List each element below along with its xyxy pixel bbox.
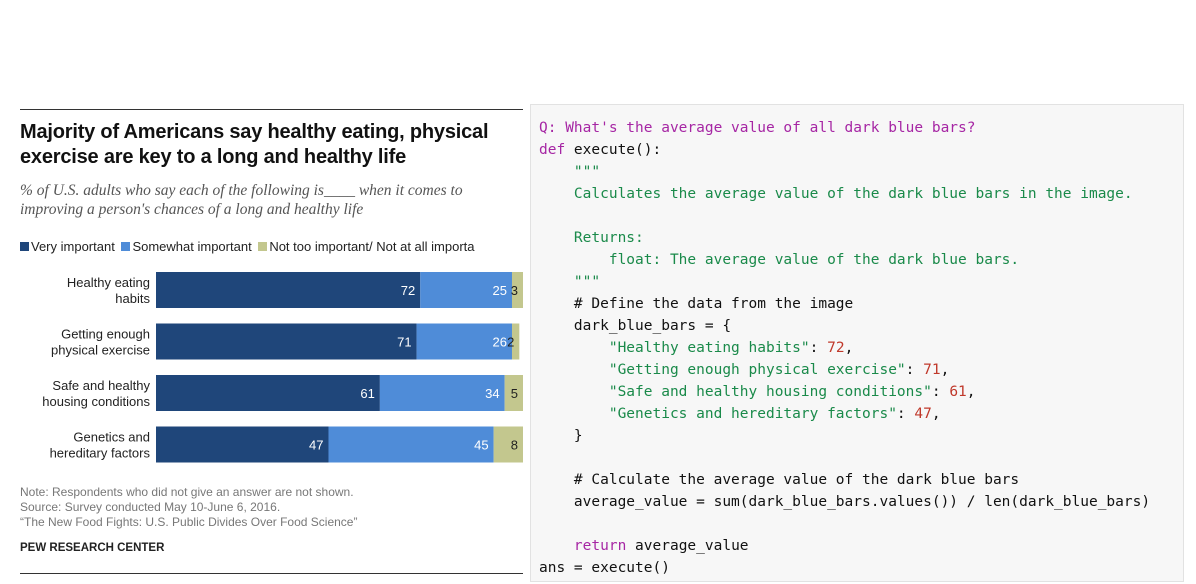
legend-label: Very important — [31, 239, 115, 254]
legend-item-not-important: Not too important/ Not at all importa — [258, 239, 475, 254]
note-line: Note: Respondents who did not give an an… — [20, 485, 354, 499]
chart-notes: Note: Respondents who did not give an an… — [20, 485, 525, 530]
legend-label: Not too important/ Not at all importa — [269, 239, 475, 254]
legend-swatch — [258, 242, 268, 251]
category-label: Safe and healthy housing conditions — [42, 378, 150, 409]
data-label: 3 — [511, 283, 518, 298]
data-label: 47 — [309, 438, 323, 453]
code-entry-sep: , — [931, 406, 941, 422]
bar-segment — [420, 272, 512, 308]
code-entry: "Getting enough physical exercise": 71, — [539, 362, 950, 378]
bar-segment — [416, 323, 512, 360]
bar-segment — [328, 426, 494, 463]
chart-panel: Majority of Americans say healthy eating… — [0, 0, 530, 584]
data-label: 25 — [493, 283, 507, 298]
bottom-rule — [20, 573, 523, 574]
legend-swatch — [20, 242, 29, 251]
data-label: 26 — [493, 335, 507, 350]
code-entry-sep: , — [966, 384, 976, 400]
data-label: 61 — [360, 386, 374, 401]
data-label: 8 — [511, 438, 518, 453]
code-block: Q: What's the average value of all dark … — [539, 117, 1150, 579]
top-rule — [20, 109, 523, 110]
source-line: Source: Survey conducted May 10-June 6, … — [20, 500, 281, 514]
code-def-signature: execute(): — [565, 142, 662, 158]
chart-title: Majority of Americans say healthy eating… — [20, 121, 489, 168]
code-doc-returns-desc: float: The average value of the dark blu… — [539, 252, 1020, 268]
code-entry-value: 71 — [923, 362, 941, 378]
code-question: Q: What's the average value of all dark … — [539, 120, 976, 136]
data-label: 2 — [507, 335, 514, 350]
code-entry-key: "Healthy eating habits" — [539, 340, 810, 356]
code-entry-key: "Getting enough physical exercise" — [539, 362, 906, 378]
data-label: 45 — [474, 438, 488, 453]
legend-item-very-important: Very important — [20, 239, 115, 254]
code-return-value: average_value — [626, 538, 749, 554]
code-entry-value: 72 — [827, 340, 845, 356]
report-line: “The New Food Fights: U.S. Public Divide… — [20, 515, 358, 529]
chart-legend: Very important Somewhat important Not to… — [20, 239, 525, 257]
bar-segment — [504, 375, 523, 411]
code-ans-line: ans = execute() — [539, 560, 670, 576]
data-label: 72 — [401, 283, 415, 298]
code-return-keyword: return — [539, 538, 627, 554]
code-entry-value: 61 — [949, 384, 967, 400]
code-entry-key: "Safe and healthy housing conditions" — [539, 384, 932, 400]
legend-swatch — [121, 242, 131, 251]
bar-segment — [379, 375, 505, 411]
code-comment: # Calculate the average value of the dar… — [539, 472, 1020, 488]
category-label: Healthy eating habits — [67, 275, 151, 306]
code-entry-key: "Genetics and hereditary factors" — [539, 406, 897, 422]
legend-label: Somewhat important — [132, 239, 252, 254]
data-label: 71 — [397, 335, 411, 350]
category-label: Getting enough physical exercise — [51, 327, 150, 358]
code-doc-returns: Returns: — [539, 230, 644, 246]
bar-segment — [156, 426, 329, 463]
bar-segment — [156, 272, 421, 308]
code-entry-value: 47 — [914, 406, 932, 422]
legend-item-somewhat-important: Somewhat important — [121, 239, 252, 254]
code-entry-sep: , — [844, 340, 854, 356]
code-entry: "Healthy eating habits": 72, — [539, 340, 854, 356]
code-entry: "Safe and healthy housing conditions": 6… — [539, 384, 976, 400]
bar-segment — [156, 323, 417, 360]
data-label: 34 — [485, 386, 499, 401]
code-docstring-open: """ — [539, 164, 601, 180]
code-comment: # Define the data from the image — [539, 296, 854, 312]
code-docstring-close: """ — [539, 274, 601, 290]
bar-segment — [511, 323, 520, 360]
code-entry: "Genetics and hereditary factors": 47, — [539, 406, 941, 422]
bar-segment — [511, 272, 523, 308]
org-name: PEW RESEARCH CENTER — [20, 542, 165, 554]
chart-subtitle: % of U.S. adults who say each of the fol… — [20, 182, 463, 218]
data-label: 5 — [511, 386, 518, 401]
code-doc-line: Calculates the average value of the dark… — [539, 186, 1133, 202]
bar-segment — [493, 426, 523, 463]
code-entry-sep: , — [940, 362, 950, 378]
category-label: Genetics and hereditary factors — [50, 430, 151, 461]
code-average-line: average_value = sum(dark_blue_bars.value… — [539, 494, 1151, 510]
code-panel: Q: What's the average value of all dark … — [530, 104, 1184, 582]
code-dict-close: } — [539, 428, 583, 444]
code-def-keyword: def — [539, 142, 566, 158]
code-dict-open: dark_blue_bars = { — [539, 318, 732, 334]
bar-segment — [156, 375, 380, 411]
